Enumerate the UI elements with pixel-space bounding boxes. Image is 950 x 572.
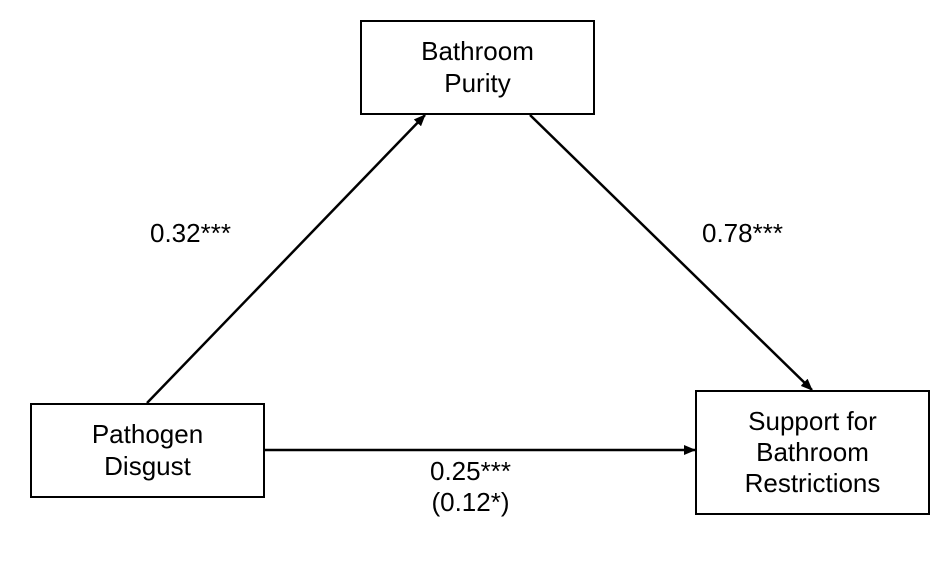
coef-sublabel: (0.12*) [431, 487, 509, 517]
node-label: BathroomPurity [421, 36, 534, 98]
edge-label-purity-support: 0.78*** [702, 218, 783, 249]
edge-label-pathogen-support: 0.25*** (0.12*) [430, 456, 511, 518]
diagram-canvas: PathogenDisgust BathroomPurity Support f… [0, 0, 950, 572]
edge-purity-to-support [530, 115, 812, 390]
edge-label-pathogen-purity: 0.32*** [150, 218, 231, 249]
coef-label: 0.78*** [702, 218, 783, 248]
coef-label: 0.32*** [150, 218, 231, 248]
node-support-restrictions: Support forBathroomRestrictions [695, 390, 930, 515]
coef-label: 0.25*** [430, 456, 511, 486]
node-label: Support forBathroomRestrictions [745, 406, 881, 500]
node-label: PathogenDisgust [92, 419, 203, 481]
node-pathogen-disgust: PathogenDisgust [30, 403, 265, 498]
node-bathroom-purity: BathroomPurity [360, 20, 595, 115]
edge-pathogen-to-purity [147, 115, 425, 403]
